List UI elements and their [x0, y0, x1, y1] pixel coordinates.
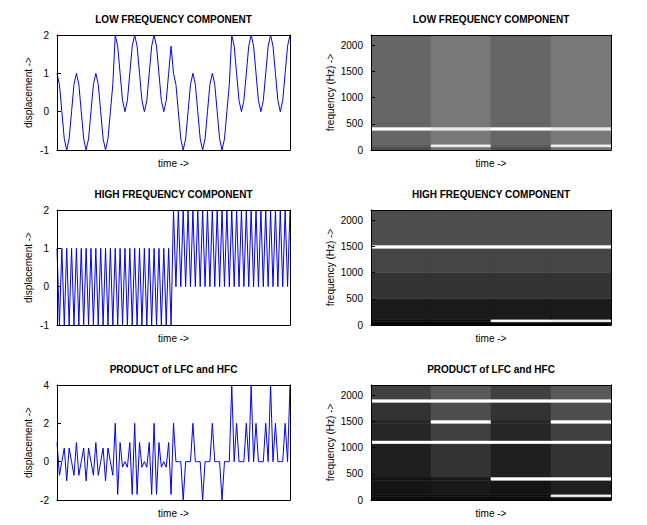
svg-text:time ->: time -> — [158, 333, 189, 344]
svg-text:0: 0 — [43, 106, 49, 117]
svg-text:time ->: time -> — [476, 158, 507, 169]
svg-text:4: 4 — [43, 380, 49, 391]
svg-text:PRODUCT of LFC and HFC: PRODUCT of LFC and HFC — [110, 364, 238, 375]
svg-text:2000: 2000 — [341, 215, 364, 226]
svg-text:-2: -2 — [40, 495, 49, 506]
svg-text:displacement ->: displacement -> — [23, 407, 34, 478]
svg-text:HIGH FREQUENCY COMPONENT: HIGH FREQUENCY COMPONENT — [412, 189, 570, 200]
svg-text:0: 0 — [43, 456, 49, 467]
svg-text:2000: 2000 — [341, 390, 364, 401]
svg-text:displacement ->: displacement -> — [23, 232, 34, 303]
svg-text:displacement ->: displacement -> — [23, 57, 34, 128]
svg-text:0: 0 — [357, 495, 363, 506]
svg-text:1500: 1500 — [341, 66, 364, 77]
svg-text:HIGH FREQUENCY COMPONENT: HIGH FREQUENCY COMPONENT — [94, 189, 252, 200]
svg-text:frequency (Hz) ->: frequency (Hz) -> — [325, 404, 336, 482]
svg-text:-1: -1 — [40, 320, 49, 331]
svg-text:-1: -1 — [40, 145, 49, 156]
svg-text:1: 1 — [43, 68, 49, 79]
svg-text:500: 500 — [346, 468, 363, 479]
svg-text:time ->: time -> — [158, 508, 189, 519]
svg-text:1500: 1500 — [341, 416, 364, 427]
svg-text:time ->: time -> — [476, 333, 507, 344]
svg-text:0: 0 — [357, 145, 363, 156]
svg-text:LOW FREQUENCY COMPONENT: LOW FREQUENCY COMPONENT — [413, 14, 569, 25]
svg-text:1000: 1000 — [341, 267, 364, 278]
svg-text:frequency (Hz) ->: frequency (Hz) -> — [325, 54, 336, 132]
svg-text:1: 1 — [43, 243, 49, 254]
svg-text:1000: 1000 — [341, 92, 364, 103]
svg-text:2: 2 — [43, 205, 49, 216]
svg-text:time ->: time -> — [158, 158, 189, 169]
svg-text:LOW FREQUENCY COMPONENT: LOW FREQUENCY COMPONENT — [95, 14, 251, 25]
svg-text:2: 2 — [43, 418, 49, 429]
svg-text:500: 500 — [346, 118, 363, 129]
svg-text:500: 500 — [346, 293, 363, 304]
svg-text:0: 0 — [357, 320, 363, 331]
svg-text:2000: 2000 — [341, 40, 364, 51]
svg-text:1500: 1500 — [341, 241, 364, 252]
svg-text:2: 2 — [43, 30, 49, 41]
svg-text:0: 0 — [43, 281, 49, 292]
svg-text:1000: 1000 — [341, 442, 364, 453]
svg-text:time ->: time -> — [476, 508, 507, 519]
svg-text:PRODUCT of LFC and HFC: PRODUCT of LFC and HFC — [427, 364, 555, 375]
svg-text:frequency (Hz) ->: frequency (Hz) -> — [325, 229, 336, 307]
